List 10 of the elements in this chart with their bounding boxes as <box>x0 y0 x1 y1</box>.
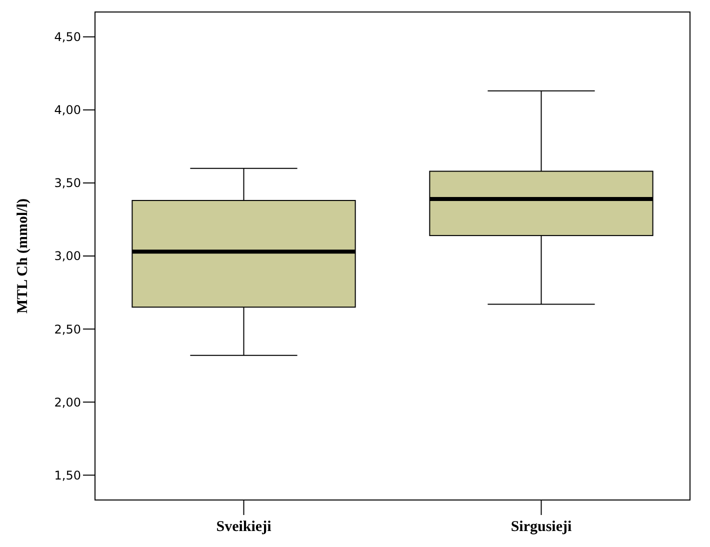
y-tick-label: 2,50 <box>54 322 81 336</box>
y-tick-label: 2,00 <box>54 395 81 410</box>
y-tick-label: 3,50 <box>54 176 81 190</box>
y-tick-label: 4,50 <box>54 30 81 44</box>
y-tick-label: 3,00 <box>54 249 81 264</box>
x-tick-label: Sirgusieji <box>510 519 572 535</box>
x-tick-label: Sveikieji <box>216 519 272 535</box>
y-axis-title: MTL Ch (mmol/l) <box>15 198 31 314</box>
y-tick-label: 4,00 <box>54 103 81 118</box>
y-tick-label: 1,50 <box>54 468 81 482</box>
